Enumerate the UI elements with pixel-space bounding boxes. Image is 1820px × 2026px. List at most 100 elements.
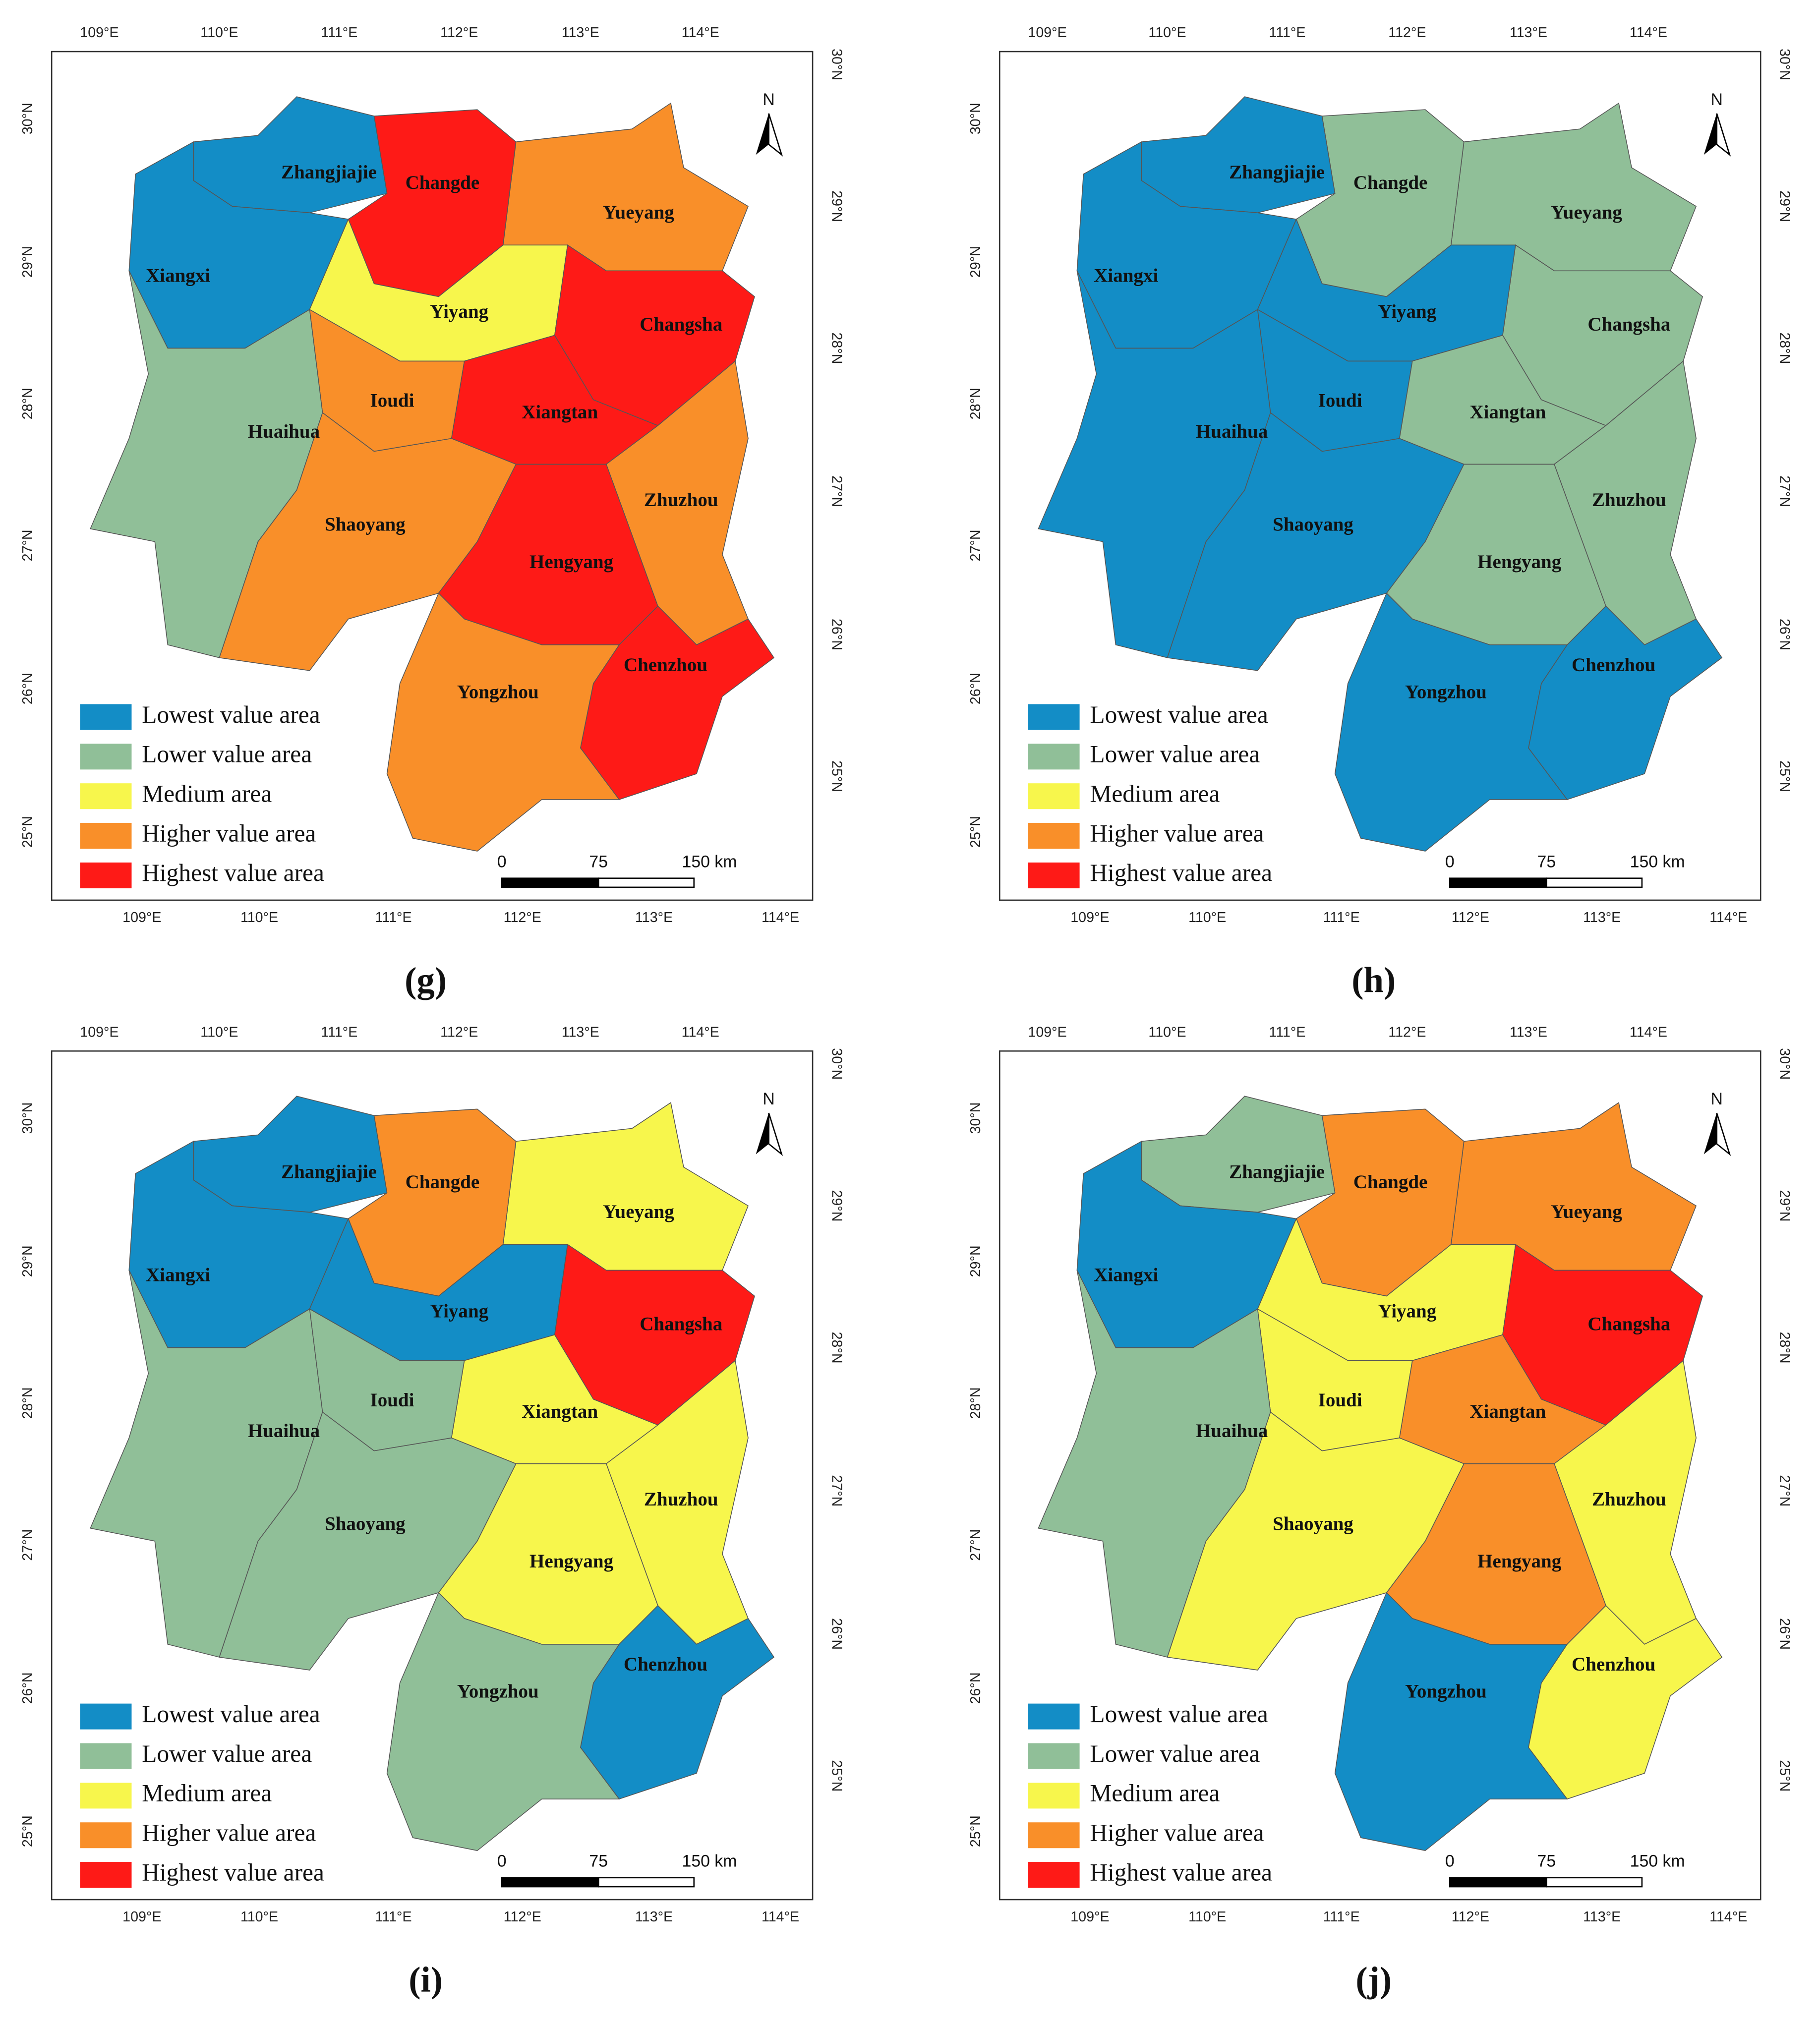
lon-label: 112°E bbox=[504, 910, 541, 926]
city-label: Yiyang bbox=[1378, 301, 1436, 322]
lat-label: 27°N bbox=[20, 1529, 36, 1561]
city-label: Yueyang bbox=[1551, 202, 1622, 223]
lat-label: 25°N bbox=[828, 1760, 844, 1792]
panel-label: (g) bbox=[405, 960, 447, 1000]
legend-swatch bbox=[80, 704, 132, 730]
lat-label: 26°N bbox=[968, 673, 984, 704]
lon-label: 114°E bbox=[1630, 1024, 1667, 1040]
lat-label: 27°N bbox=[828, 475, 844, 507]
legend-label: Medium area bbox=[1090, 780, 1220, 808]
region bbox=[1167, 1411, 1465, 1671]
city-label: Zhangjiajie bbox=[1229, 1161, 1325, 1182]
lon-label: 112°E bbox=[504, 1909, 541, 1925]
legend-swatch bbox=[1028, 783, 1080, 810]
lon-label: 112°E bbox=[1452, 1909, 1489, 1925]
lat-label: 28°N bbox=[1776, 1332, 1792, 1364]
scale-label: 150 km bbox=[1630, 852, 1685, 871]
lon-label: 111°E bbox=[321, 25, 357, 41]
scale-bar bbox=[1449, 1877, 1547, 1888]
lon-label: 111°E bbox=[1269, 1024, 1305, 1040]
lat-label: 25°N bbox=[20, 1815, 36, 1847]
lat-label: 30°N bbox=[20, 1102, 36, 1134]
lat-label: 28°N bbox=[1776, 332, 1792, 364]
lat-label: 28°N bbox=[828, 332, 844, 364]
city-label: Yueyang bbox=[603, 202, 674, 223]
lon-label: 113°E bbox=[1510, 1024, 1547, 1040]
north-label: N bbox=[763, 1090, 774, 1108]
legend-swatch bbox=[80, 823, 132, 849]
legend-label: Medium area bbox=[1090, 1780, 1220, 1807]
lon-label: 112°E bbox=[1388, 1024, 1426, 1040]
lat-label: 27°N bbox=[828, 1475, 844, 1506]
north-arrow bbox=[768, 1112, 783, 1157]
north-arrow bbox=[1703, 1113, 1717, 1155]
lon-label: 109°E bbox=[1070, 1909, 1109, 1925]
lat-label: 27°N bbox=[968, 529, 984, 561]
legend-label: Lower value area bbox=[142, 741, 312, 768]
panel-label: (j) bbox=[1355, 1960, 1392, 2000]
city-label: Huaihua bbox=[1196, 421, 1268, 442]
lat-label: 30°N bbox=[828, 1048, 844, 1080]
city-label: Zhangjiajie bbox=[1229, 162, 1325, 183]
scale-label: 75 bbox=[589, 1852, 608, 1871]
legend-label: Higher value area bbox=[142, 1819, 316, 1847]
lon-label: 110°E bbox=[1188, 1909, 1226, 1925]
lat-label: 29°N bbox=[20, 1245, 36, 1277]
lon-label: 110°E bbox=[240, 1909, 278, 1925]
lat-label: 27°N bbox=[1776, 1475, 1792, 1506]
lon-label: 113°E bbox=[1510, 25, 1547, 41]
lon-label: 113°E bbox=[635, 1909, 673, 1925]
lat-label: 29°N bbox=[1776, 190, 1792, 222]
lat-label: 25°N bbox=[1776, 1760, 1792, 1792]
lat-label: 30°N bbox=[1776, 1048, 1792, 1080]
lon-label: 109°E bbox=[122, 1909, 161, 1925]
city-label: Changde bbox=[406, 1171, 480, 1193]
legend-label: Lowest value area bbox=[142, 701, 320, 728]
region bbox=[219, 1411, 517, 1671]
scale-label: 0 bbox=[1445, 1852, 1455, 1871]
legend-swatch bbox=[80, 783, 132, 810]
lat-label: 28°N bbox=[968, 1387, 984, 1419]
lat-label: 30°N bbox=[828, 49, 844, 80]
lat-label: 30°N bbox=[1776, 49, 1792, 80]
scale-label: 0 bbox=[497, 852, 507, 871]
legend-swatch bbox=[80, 862, 132, 888]
lon-label: 111°E bbox=[375, 910, 412, 926]
lon-label: 114°E bbox=[1630, 25, 1667, 41]
legend-swatch bbox=[1028, 823, 1080, 849]
lat-label: 26°N bbox=[828, 619, 844, 650]
city-label: Huaihua bbox=[248, 421, 320, 442]
lon-label: 109°E bbox=[122, 910, 161, 926]
lon-label: 111°E bbox=[1323, 910, 1360, 926]
lon-label: 113°E bbox=[562, 25, 599, 41]
lat-label: 28°N bbox=[20, 388, 36, 419]
lat-label: 29°N bbox=[968, 1245, 984, 1277]
lat-label: 26°N bbox=[20, 1672, 36, 1704]
city-label: Changsha bbox=[1587, 314, 1670, 335]
lon-label: 109°E bbox=[1070, 910, 1109, 926]
lat-label: 29°N bbox=[968, 246, 984, 278]
lon-label: 109°E bbox=[1028, 25, 1066, 41]
city-label: Xiangxi bbox=[1094, 1264, 1158, 1285]
city-label: Yueyang bbox=[1551, 1201, 1622, 1222]
city-label: Hengyang bbox=[529, 1551, 614, 1572]
legend-swatch bbox=[1028, 1743, 1080, 1769]
region bbox=[386, 1592, 620, 1852]
city-label: Yongzhou bbox=[457, 1681, 539, 1702]
legend-swatch bbox=[80, 1822, 132, 1849]
lon-label: 112°E bbox=[440, 1024, 478, 1040]
city-label: Huaihua bbox=[1196, 1420, 1268, 1442]
lon-label: 113°E bbox=[562, 1024, 599, 1040]
lat-label: 30°N bbox=[968, 1102, 984, 1134]
panel-label: (h) bbox=[1351, 960, 1396, 1000]
lon-label: 110°E bbox=[1148, 25, 1186, 41]
lat-label: 27°N bbox=[1776, 475, 1792, 507]
city-label: Hengyang bbox=[1477, 551, 1562, 573]
lon-label: 112°E bbox=[1452, 910, 1489, 926]
legend-label: Lower value area bbox=[1090, 1740, 1260, 1767]
legend-label: Higher value area bbox=[1090, 1819, 1264, 1847]
lon-label: 113°E bbox=[1583, 910, 1621, 926]
north-arrow bbox=[1716, 113, 1731, 157]
north-label: N bbox=[1711, 1090, 1723, 1108]
